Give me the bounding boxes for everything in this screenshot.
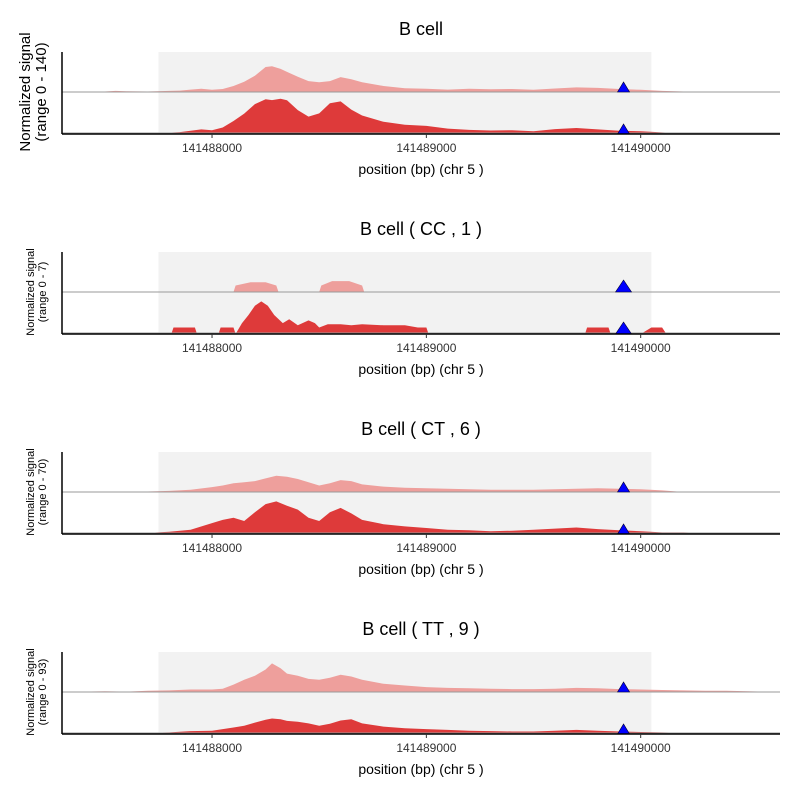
x-tick-label: 141489000: [396, 341, 456, 355]
x-tick-label: 141490000: [611, 741, 671, 755]
y-axis-label-line2: (range 0 - 93): [37, 659, 49, 726]
y-axis-label-line1: Normalized signal: [25, 648, 37, 735]
signal-track-2: [62, 718, 780, 734]
snp-marker-1: [614, 279, 633, 293]
y-axis-label-line2: (range 0 - 140): [33, 42, 50, 141]
snp-marker-1: [617, 481, 631, 493]
y-axis-label-line1: Normalized signal: [25, 448, 37, 535]
signal-track-1: [62, 66, 780, 92]
x-tick-label: 141489000: [396, 141, 456, 155]
chart-title: B cell ( CC , 1 ): [360, 219, 482, 239]
x-tick-label: 141490000: [611, 341, 671, 355]
x-axis-label: position (bp) (chr 5 ): [358, 161, 483, 177]
x-axis-label: position (bp) (chr 5 ): [358, 361, 483, 377]
x-tick-label: 141489000: [396, 541, 456, 555]
x-tick-label: 141489000: [396, 741, 456, 755]
x-axis-label: position (bp) (chr 5 ): [358, 561, 483, 577]
chart-title: B cell ( CT , 6 ): [361, 419, 481, 439]
y-axis-label-line1: Normalized signal: [25, 248, 37, 335]
x-tick-label: 141488000: [182, 741, 242, 755]
x-tick-label: 141490000: [611, 141, 671, 155]
chart-title: B cell: [399, 19, 443, 39]
chart-title: B cell ( TT , 9 ): [362, 619, 479, 639]
x-tick-label: 141488000: [182, 541, 242, 555]
snp-marker-1: [617, 81, 631, 93]
signal-track-2: [62, 301, 780, 334]
signal-track-1: [62, 475, 780, 492]
x-axis-label: position (bp) (chr 5 ): [358, 761, 483, 777]
signal-track-1: [62, 281, 780, 292]
y-axis-label-line1: Normalized signal: [17, 32, 34, 151]
snp-marker-1: [617, 681, 631, 693]
highlight-region: [158, 252, 652, 334]
signal-track-2: [62, 501, 780, 534]
x-tick-label: 141488000: [182, 141, 242, 155]
x-tick-label: 141490000: [611, 541, 671, 555]
y-axis-label-line2: (range 0 - 7): [37, 262, 49, 323]
y-axis-label-line2: (range 0 - 70): [37, 459, 49, 526]
signal-track-2: [62, 98, 780, 134]
x-tick-label: 141488000: [182, 341, 242, 355]
highlight-region: [158, 652, 652, 734]
signal-track-1: [62, 663, 780, 692]
